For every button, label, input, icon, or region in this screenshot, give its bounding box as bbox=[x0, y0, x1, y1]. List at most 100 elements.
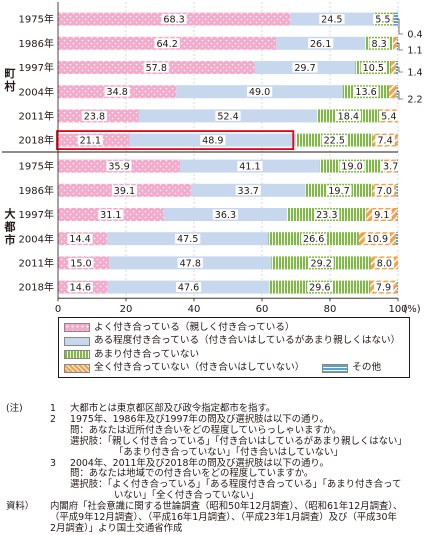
bar-segment-other bbox=[396, 232, 398, 245]
legend-item-some: ある程度付き合っている（付き合いはしているがあまり親しくはない） bbox=[64, 335, 404, 349]
data-label: 29.6 bbox=[309, 283, 330, 294]
data-label: 39.1 bbox=[114, 186, 135, 197]
legend-swatch-none bbox=[64, 364, 90, 373]
group-label: 市 bbox=[5, 233, 16, 247]
outside-label: 1.1 bbox=[407, 46, 422, 57]
outside-label: 0.4 bbox=[407, 30, 422, 41]
row-label: 2011年 bbox=[19, 257, 54, 270]
note-3-number: 3 bbox=[50, 459, 70, 470]
source-text-3: 2月調査）」より国土交通省作成 bbox=[6, 524, 420, 535]
legend-swatch-close bbox=[64, 323, 90, 332]
x-tick-label: 40 bbox=[188, 304, 201, 315]
data-label: 5.5 bbox=[375, 15, 390, 26]
data-label: 36.3 bbox=[215, 210, 236, 221]
data-label: 26.1 bbox=[310, 39, 331, 50]
group-label: 都 bbox=[4, 220, 16, 234]
legend-item-close: よく付き合っている（親しく付き合っている） bbox=[64, 321, 404, 335]
data-label: 26.6 bbox=[303, 234, 324, 245]
data-label: 14.4 bbox=[69, 234, 90, 245]
row-label: 2018年 bbox=[19, 134, 54, 147]
data-label: 5.4 bbox=[381, 111, 396, 122]
row-label: 1986年 bbox=[19, 37, 54, 50]
data-label: 23.8 bbox=[84, 111, 105, 122]
row-label: 1986年 bbox=[19, 184, 54, 197]
chart-legend: よく付き合っている（親しく付き合っている） ある程度付き合っている（付き合いはし… bbox=[58, 317, 410, 378]
data-label: 13.6 bbox=[355, 87, 376, 98]
notes-section: (注) 1 大都市とは東京都区部及び政令指定都市を指す。 2 1975年、198… bbox=[6, 404, 420, 535]
data-label: 34.8 bbox=[106, 87, 127, 98]
legend-swatch-some bbox=[64, 337, 90, 346]
legend-label-some: ある程度付き合っている（付き合いはしているがあまり親しくはない） bbox=[94, 336, 400, 346]
legend-label-close: よく付き合っている（親しく付き合っている） bbox=[94, 323, 295, 333]
data-label: 23.3 bbox=[316, 210, 337, 221]
row-label: 2004年 bbox=[19, 85, 54, 98]
data-label: 8.0 bbox=[377, 258, 392, 269]
data-label: 31.1 bbox=[100, 210, 121, 221]
group-label: 村 bbox=[5, 79, 16, 93]
legend-label-none: 全く付き合っていない（付き合いはしていない） bbox=[94, 363, 304, 373]
data-label: 24.5 bbox=[321, 15, 342, 26]
row-label: 1997年 bbox=[19, 61, 54, 74]
data-label: 48.9 bbox=[202, 136, 223, 147]
data-label: 8.3 bbox=[371, 39, 386, 50]
bar-segment-other bbox=[396, 184, 398, 197]
data-label: 47.8 bbox=[180, 258, 201, 269]
legend-item-none: 全く付き合っていない（付き合いはしていない） その他 bbox=[64, 362, 404, 376]
row-label: 1975年 bbox=[19, 160, 54, 173]
data-label: 19.0 bbox=[341, 162, 362, 173]
bar-segment-other bbox=[397, 208, 398, 221]
legend-label-little: あまり付き合っていない bbox=[94, 350, 199, 360]
legend-swatch-little bbox=[64, 350, 90, 359]
stacked-bar-chart: 町村 1975年 68.3 24.5 5.5 1986年 64.2 26.1 8.3 1997年 5… bbox=[0, 0, 425, 320]
row-label: 1975年 bbox=[19, 13, 54, 26]
data-label: 10.5 bbox=[363, 63, 384, 74]
x-tick-label: 20 bbox=[120, 304, 133, 315]
x-tick-label: 0 bbox=[55, 304, 61, 315]
x-tick-label: 60 bbox=[256, 304, 269, 315]
legend-label-other: その他 bbox=[352, 363, 381, 373]
note-2-number: 2 bbox=[50, 415, 70, 426]
data-label: 64.2 bbox=[156, 39, 177, 50]
data-label: 57.8 bbox=[146, 63, 167, 74]
data-label: 10.9 bbox=[367, 234, 388, 245]
note-2-choices-2: 「あまり付き合っていない」「付き合いはしていない」 bbox=[6, 448, 420, 459]
group-label: 町 bbox=[5, 67, 16, 80]
data-label: 68.3 bbox=[163, 15, 184, 26]
row-label: 1997年 bbox=[19, 208, 54, 221]
data-label: 18.4 bbox=[338, 111, 359, 122]
x-tick-label: 80 bbox=[324, 304, 337, 315]
row-label: 2018年 bbox=[19, 281, 54, 294]
data-label: 22.5 bbox=[324, 136, 345, 147]
bar-segment-none bbox=[391, 61, 396, 74]
data-label: 49.0 bbox=[249, 87, 270, 98]
row-label: 2011年 bbox=[19, 110, 54, 123]
x-unit-label: (%) bbox=[403, 304, 420, 315]
legend-item-little: あまり付き合っていない bbox=[64, 348, 404, 362]
data-label: 21.1 bbox=[80, 136, 101, 147]
data-label: 9.1 bbox=[374, 210, 389, 221]
data-label: 52.4 bbox=[217, 111, 238, 122]
outside-label: 1.4 bbox=[407, 68, 422, 79]
data-label: 41.1 bbox=[239, 162, 260, 173]
group-label: 大 bbox=[5, 207, 16, 221]
bar-segment-none bbox=[393, 37, 397, 50]
data-label: 29.2 bbox=[310, 258, 331, 269]
data-label: 33.7 bbox=[238, 186, 259, 197]
data-label: 7.9 bbox=[376, 283, 391, 294]
notes-heading: (注) bbox=[6, 404, 50, 415]
data-label: 7.0 bbox=[377, 186, 392, 197]
bar-segment-other bbox=[397, 281, 398, 294]
bar-segment-none bbox=[389, 85, 396, 98]
data-label: 29.7 bbox=[294, 63, 315, 74]
legend-swatch-other bbox=[322, 364, 348, 373]
note-2-choices-1: 選択肢：「親しく付き合っている」「付き合いはしているがあまり親しくはない」 bbox=[6, 437, 420, 448]
data-label: 3.7 bbox=[383, 162, 398, 173]
outside-label: 2.2 bbox=[407, 95, 422, 106]
row-label: 2004年 bbox=[19, 232, 54, 245]
source-heading: 資料） bbox=[6, 502, 50, 513]
data-label: 15.0 bbox=[70, 258, 91, 269]
data-label: 47.5 bbox=[177, 234, 198, 245]
data-label: 19.7 bbox=[328, 186, 349, 197]
data-label: 47.6 bbox=[178, 283, 199, 294]
data-label: 14.6 bbox=[70, 283, 91, 294]
